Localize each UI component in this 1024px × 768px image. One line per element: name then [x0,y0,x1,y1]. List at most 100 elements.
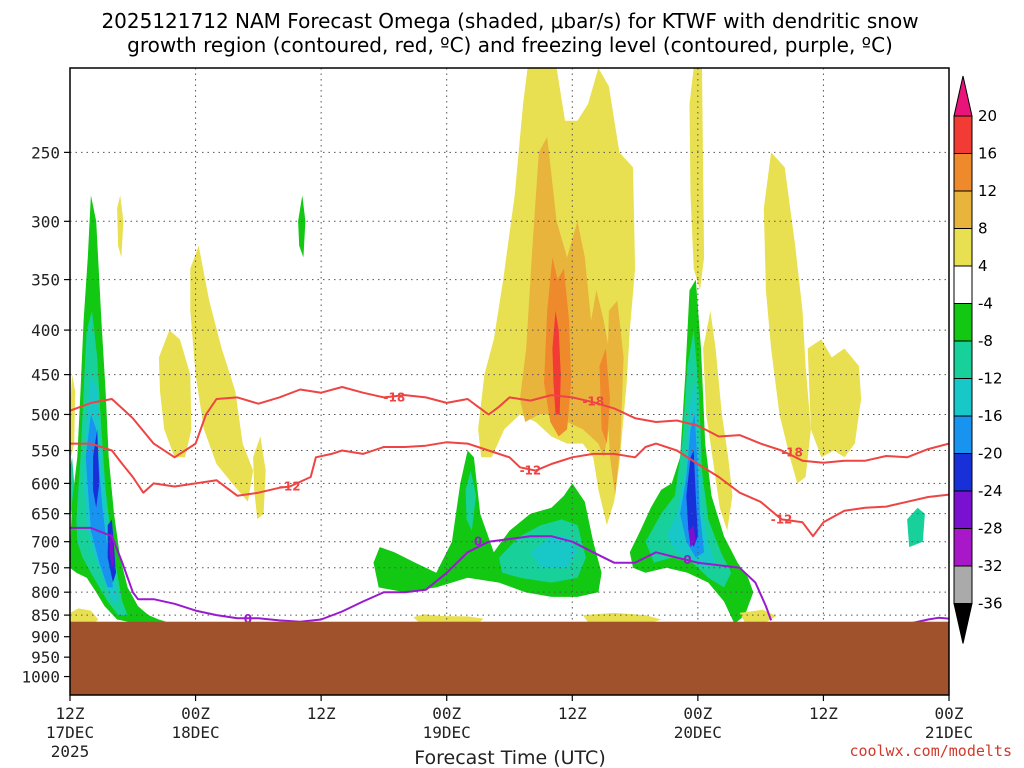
colorbar-swatch-12 [953,528,973,567]
omega-subsidence-20dec-spike [689,68,705,291]
xtick-label-36-2: 19DEC [423,723,471,742]
omega-ascent-20dec-core [686,450,698,548]
omega-ascent-20dec-peak [688,525,696,548]
colorbar-swatch-11 [953,490,973,529]
contour-minus-18-label-0: -18 [384,390,406,404]
ytick-label-500: 500 [31,405,60,424]
omega-subsidence-20dec-high [763,152,811,484]
contour-minus-18 [70,386,949,464]
omega-ascent-17dec-intense [85,414,113,588]
colorbar-label-5: -4 [978,295,993,313]
terrain [70,621,949,695]
ytick-label-400: 400 [31,321,60,340]
contour-minus-18-label-2: -18 [781,446,803,460]
colorbar: 20 16 12 8 4 -4 -8 -12 -16 -20 -24 -28 -32 -36 [953,75,1003,644]
xtick-label-0-3: 2025 [51,742,90,761]
colorbar-swatch-4 [953,228,973,267]
contour-freezing-level-label-0: 0 [244,612,252,626]
omega-ascent-19dec-strong [530,536,578,568]
ytick-label-600: 600 [31,474,60,493]
xtick-label-24-1: 12Z [307,704,336,723]
colorbar-label-7: -12 [978,370,1003,388]
omega-subsidence-20dec-band [703,310,733,531]
xtick-label-60-2: 20DEC [674,723,722,742]
omega-subsidence-17dec-small [117,195,124,258]
omega-subsidence-low-level-a [70,608,99,627]
colorbar-swatch-1 [953,115,973,154]
ytick-label-850: 850 [31,606,60,625]
ytick-label-650: 650 [31,505,60,524]
xtick-label-0-1: 12Z [56,704,85,723]
omega-subsidence-19dec-mid-b [606,300,624,496]
colorbar-bottom-arrow [953,603,973,644]
omega-ascent-17dec-moderate [76,310,128,616]
ytick-label-250: 250 [31,143,60,162]
xtick-label-72-1: 12Z [809,704,838,723]
omega-subsidence-18dec-b [190,245,254,502]
omega-subsidence-low-level-d [739,609,777,623]
colorbar-label-6: -8 [978,332,993,350]
colorbar-label-8: -16 [978,407,1003,425]
xtick-label-60-1: 00Z [683,704,712,723]
xtick-label-12-2: 18DEC [171,723,219,742]
omega-ascent-19dec-cell-a [465,470,476,531]
ytick-label-450: 450 [31,366,60,385]
plot-frame [69,67,950,696]
colorbar-swatch-7 [953,340,973,379]
contour-minus-12-label-0: -12 [279,480,301,494]
colorbar-label-10: -24 [978,482,1003,500]
contour-minus-12 [70,441,949,538]
colorbar-swatch-10 [953,453,973,492]
xtick-label-12-1: 00Z [181,704,210,723]
omega-ascent-17dec-core-a [93,429,100,508]
omega-subsidence-19dec-peak [552,310,561,415]
omega-ascent-17dec-peak [109,530,114,568]
colorbar-swatch-13 [953,565,973,604]
ytick-label-700: 700 [31,533,60,552]
contour-minus-12-label-1: -12 [520,464,542,478]
omega-subsidence-18dec-a [158,330,192,458]
contours: -18 -18 -18 -12 -12 -12 0 0 0 [70,386,949,627]
chart-title-line-1: 2025121712 NAM Forecast Omega (shaded, μ… [101,9,918,33]
omega-ascent-18dec-small [298,195,306,258]
colorbar-label-2: 12 [978,182,997,200]
contour-minus-12-label-2: -12 [771,512,793,526]
y-axis: 250 300 350 400 450 500 550 600 650 700 750 800 850 9… [21,143,70,687]
xtick-label-48-1: 12Z [558,704,587,723]
credit-link[interactable]: coolwx.com/modelts [849,742,1012,760]
ytick-label-800: 800 [31,583,60,602]
colorbar-swatch-8 [953,378,973,417]
xtick-label-84-1: 00Z [935,704,964,723]
ytick-label-550: 550 [31,442,60,461]
colorbar-label-3: 8 [978,220,988,238]
x-axis-title: Forecast Time (UTC) [414,747,605,768]
omega-subsidence-20dec-lower [807,339,862,458]
colorbar-label-1: 16 [978,145,997,163]
omega-subsidence-19dec-strong-b [599,348,610,444]
omega-ascent-late-20dec [907,507,925,548]
ytick-label-900: 900 [31,628,60,647]
omega-subsidence-17dec-edge [70,374,76,458]
colorbar-swatch-2 [953,153,973,192]
contour-freezing-level-label-2: 0 [683,553,691,567]
ytick-label-300: 300 [31,212,60,231]
xtick-label-0-2: 17DEC [46,723,94,742]
colorbar-swatch-6 [953,303,973,342]
contour-freezing-level-label-1: 0 [474,535,482,549]
colorbar-label-4: 4 [978,257,988,275]
chart-title-line-2: growth region (contoured, red, ºC) and f… [127,33,893,57]
colorbar-label-12: -32 [978,557,1003,575]
ytick-label-950: 950 [31,648,60,667]
ytick-label-750: 750 [31,559,60,578]
colorbar-label-9: -20 [978,445,1003,463]
ytick-label-1000: 1000 [21,668,60,687]
omega-subsidence-18dec-c [253,436,266,520]
xtick-label-84-2: 21DEC [925,723,973,742]
contour-minus-18-label-1: -18 [582,394,604,408]
xtick-label-36-1: 00Z [432,704,461,723]
colorbar-swatch-9 [953,415,973,454]
contour-freezing-level [70,526,773,623]
colorbar-top-arrow [953,75,973,117]
